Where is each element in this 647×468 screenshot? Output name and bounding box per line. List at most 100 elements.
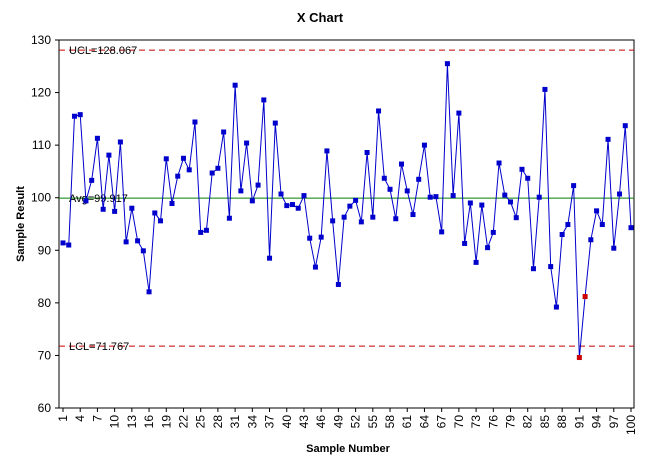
data-point	[588, 237, 594, 243]
data-point	[370, 214, 376, 220]
data-point	[376, 108, 382, 114]
x-tick-label: 28	[211, 415, 225, 429]
x-tick-label: 82	[521, 415, 535, 429]
data-point	[180, 155, 186, 161]
data-point	[77, 112, 83, 118]
data-point	[427, 194, 433, 200]
data-point	[381, 175, 387, 181]
x-tick-label: 88	[555, 415, 569, 429]
data-point	[548, 264, 554, 270]
data-point	[353, 197, 359, 203]
data-point	[198, 229, 204, 235]
y-tick-label: 80	[38, 296, 52, 310]
plot-border	[58, 39, 635, 409]
data-point	[473, 259, 479, 265]
data-point	[158, 218, 164, 224]
data-point	[112, 208, 118, 214]
x-tick-label: 34	[245, 415, 259, 429]
data-point	[513, 215, 519, 221]
data-point	[611, 245, 617, 251]
x-tick-label: 100	[624, 415, 638, 435]
data-point	[232, 82, 238, 88]
x-tick-label: 16	[142, 415, 156, 429]
data-point	[421, 142, 427, 148]
x-tick-label: 37	[263, 415, 277, 429]
x-tick-label: 22	[176, 415, 190, 429]
data-point	[439, 229, 445, 235]
data-point	[502, 192, 508, 198]
x-tick-label: 70	[452, 415, 466, 429]
y-tick-label: 100	[31, 191, 51, 205]
data-point	[135, 238, 141, 244]
data-point	[571, 183, 577, 189]
x-tick-label: 64	[417, 415, 431, 429]
data-point	[284, 203, 290, 209]
x-tick-label: 52	[349, 415, 363, 429]
data-point	[330, 218, 336, 224]
data-point	[129, 205, 135, 211]
data-point	[508, 199, 514, 205]
data-point	[479, 202, 485, 208]
data-point	[192, 119, 198, 125]
y-tick-label: 110	[32, 138, 51, 152]
x-tick-label: 25	[194, 415, 208, 429]
x-tick-label: 13	[125, 415, 139, 429]
x-tick-label: 85	[538, 415, 552, 429]
y-tick-label: 120	[31, 86, 51, 100]
data-point	[146, 289, 152, 295]
data-point	[169, 200, 175, 206]
x-tick-label: 4	[73, 415, 87, 422]
x-axis-title: Sample Number	[306, 443, 390, 455]
data-point	[215, 165, 221, 171]
data-point	[272, 120, 278, 126]
y-tick-label: 90	[38, 243, 52, 257]
x-tick-label: 49	[331, 415, 345, 429]
data-point	[89, 177, 95, 183]
data-point	[628, 225, 634, 231]
data-point	[485, 245, 491, 251]
data-point	[83, 198, 89, 204]
x-tick-label: 10	[108, 415, 122, 429]
data-point	[238, 188, 244, 194]
data-point	[203, 227, 209, 233]
data-point	[71, 113, 77, 119]
data-point	[399, 161, 405, 167]
data-point	[261, 97, 267, 103]
y-tick-label: 130	[31, 33, 51, 47]
out-of-control-point	[576, 355, 582, 361]
data-point	[249, 198, 255, 204]
data-point	[186, 167, 192, 173]
data-point	[393, 216, 399, 222]
data-point	[94, 135, 100, 141]
data-point	[525, 175, 531, 181]
data-point	[175, 173, 181, 179]
data-point	[106, 152, 112, 158]
data-point	[295, 205, 301, 211]
x-tick-label: 43	[297, 415, 311, 429]
data-point	[496, 160, 502, 166]
data-point	[536, 194, 542, 200]
data-point	[66, 242, 72, 248]
data-point	[341, 214, 347, 220]
data-point	[60, 240, 66, 246]
y-tick-label: 60	[38, 401, 52, 415]
data-point	[617, 191, 623, 197]
data-point	[542, 86, 548, 92]
data-point	[358, 219, 364, 225]
x-tick-label: 7	[90, 415, 104, 422]
data-point	[140, 248, 146, 254]
data-point	[444, 61, 450, 67]
data-point	[364, 150, 370, 156]
data-point	[450, 193, 456, 199]
data-point	[226, 215, 232, 221]
data-point	[301, 193, 307, 199]
y-tick-label: 70	[38, 348, 52, 362]
data-point	[622, 123, 628, 129]
out-of-control-point	[582, 294, 588, 300]
data-point	[467, 200, 473, 206]
y-axis-title: Sample Result	[15, 186, 27, 262]
x-tick-label: 19	[159, 415, 173, 429]
x-tick-label: 79	[504, 415, 518, 429]
data-point	[599, 222, 605, 228]
x-tick-label: 97	[607, 415, 621, 429]
